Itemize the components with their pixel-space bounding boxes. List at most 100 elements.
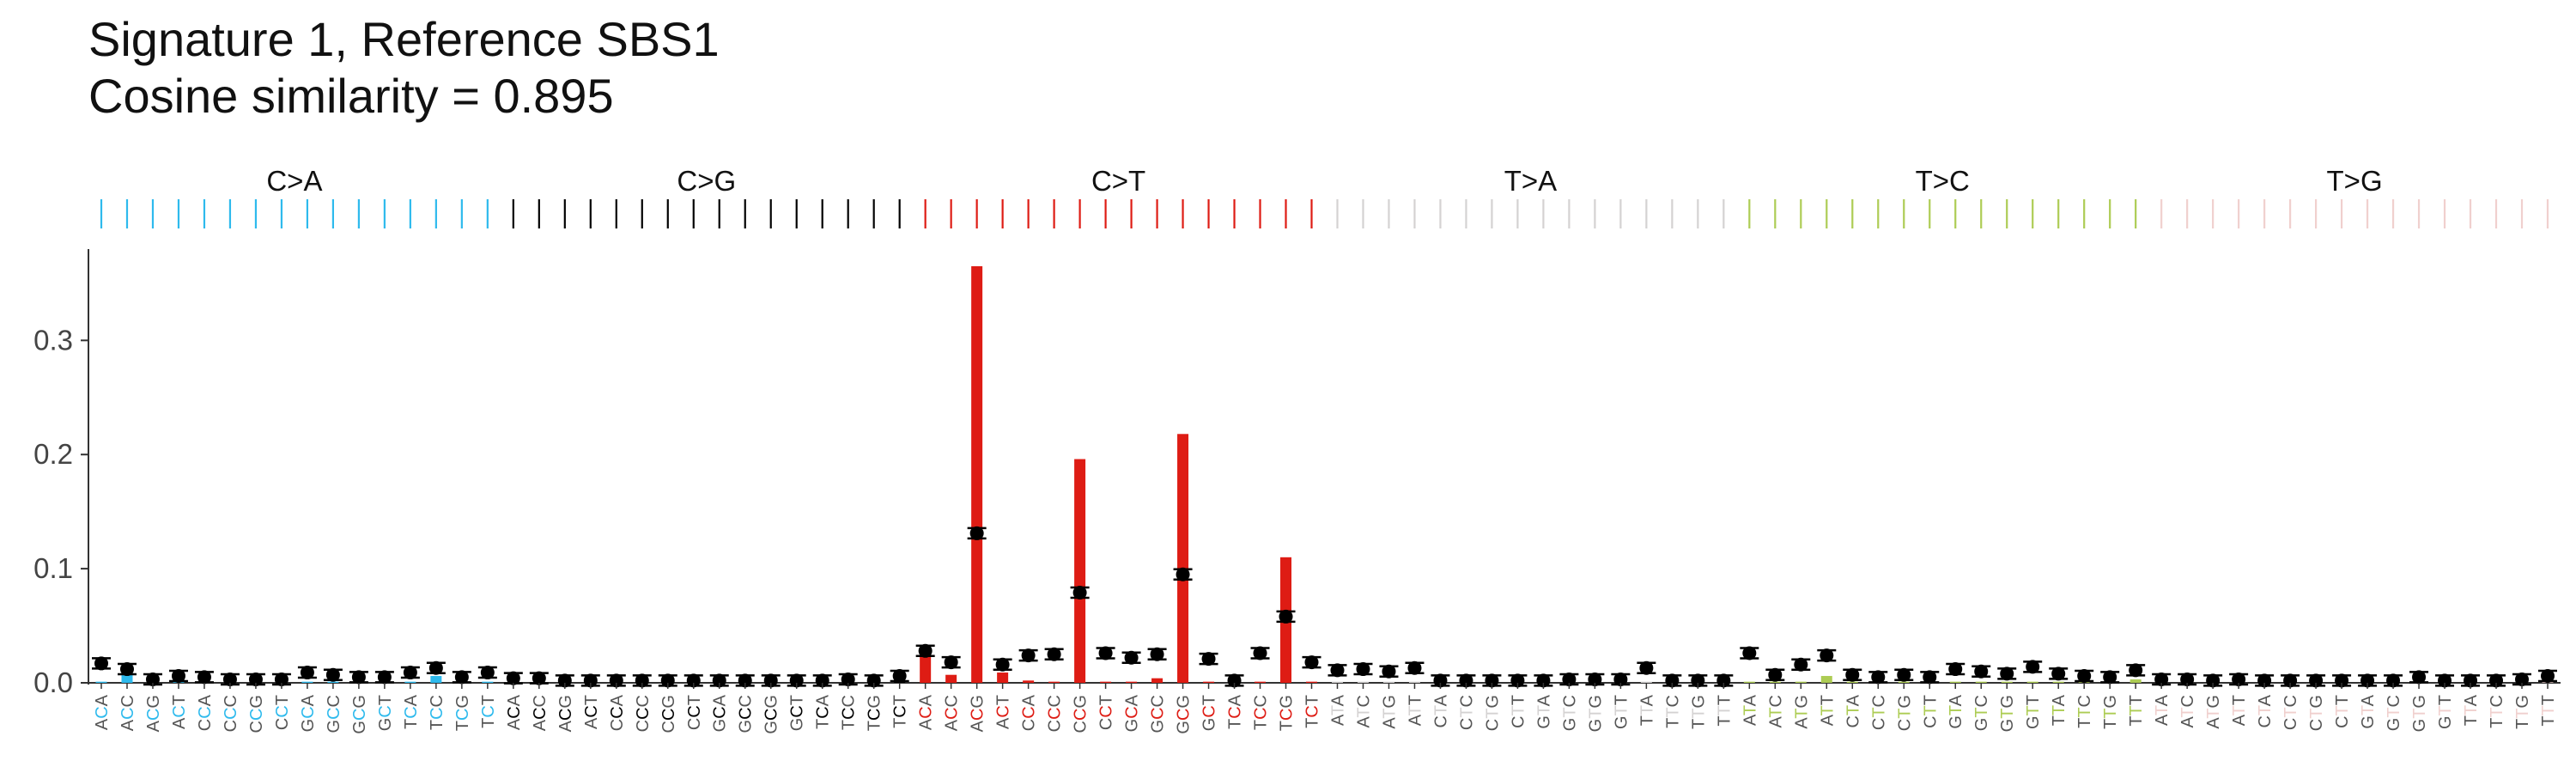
signature-point [815, 673, 829, 688]
x-tick-label: CTC [1457, 695, 1476, 730]
x-tick-label: CTC [1869, 695, 1888, 730]
signature-point [1459, 673, 1473, 688]
signature-point [1072, 586, 1087, 600]
reference-bar [920, 654, 932, 683]
signature-point [1691, 673, 1705, 688]
x-tick-label: TCT [891, 695, 910, 728]
signature-point [738, 673, 752, 688]
x-tick-label: GTG [1998, 695, 2017, 732]
x-tick-label: ATC [1766, 695, 1785, 728]
signature-point [351, 670, 366, 685]
x-tick-label: CCA [608, 694, 627, 731]
signature-point [1227, 673, 1242, 688]
signature-point [2129, 663, 2143, 678]
x-tick-label: ACA [505, 694, 524, 730]
signature-point [1923, 670, 1937, 685]
y-tick-label: 0.0 [33, 666, 73, 698]
signature-point [1820, 648, 1834, 663]
signature-point [1948, 662, 1963, 677]
x-tick-label: ATG [1792, 695, 1811, 729]
reference-bar [327, 681, 339, 683]
x-tick-label: GTC [2385, 695, 2403, 731]
x-tick-label: GTG [1586, 695, 1605, 732]
signature-point [145, 673, 160, 687]
signature-point [1253, 646, 1267, 660]
x-tick-label: GTG [2410, 695, 2429, 732]
x-tick-label: TCG [1278, 695, 1297, 731]
x-tick-label: CCT [1097, 695, 1116, 730]
y-tick-label: 0.3 [33, 324, 73, 356]
signature-point [1356, 662, 1370, 677]
y-tick-label: 0.2 [33, 438, 73, 470]
x-tick-label: CTG [1483, 695, 1502, 731]
signature-point [841, 673, 855, 687]
x-tick-label: CTA [1844, 694, 1862, 727]
reference-bar [1743, 681, 1755, 683]
x-tick-label: ACT [170, 695, 189, 729]
signature-point [2412, 670, 2427, 685]
x-tick-label: GTC [1560, 695, 1579, 731]
reference-bar [1306, 681, 1318, 683]
x-tick-label: ACT [994, 695, 1013, 729]
reference-bar [2001, 681, 2013, 683]
reference-bar [1048, 681, 1060, 683]
x-tick-label: CTC [2281, 695, 2300, 730]
signature-point [1794, 657, 1808, 672]
mutation-type-label: C>G [677, 165, 736, 197]
x-tick-label: GCA [1123, 694, 1142, 732]
reference-bar [1074, 459, 1086, 683]
reference-bar [1846, 681, 1858, 683]
x-tick-label: CTA [2256, 694, 2275, 727]
mutation-type-label: T>G [2327, 165, 2383, 197]
x-tick-label: ATA [1328, 694, 1347, 726]
signature-point [2154, 673, 2169, 687]
signature-point [197, 670, 211, 685]
x-tick-label: ATT [1406, 695, 1425, 726]
signature-point [1150, 647, 1164, 661]
reference-bar [1769, 681, 1781, 683]
x-tick-label: TTA [1637, 694, 1656, 726]
reference-bar [1795, 681, 1807, 683]
reference-bar [997, 673, 1009, 683]
signature-point [1716, 673, 1731, 688]
signature-point [506, 671, 520, 685]
signature-point [1485, 673, 1499, 688]
reference-bar [301, 681, 313, 683]
x-tick-label: GTA [2359, 694, 2378, 728]
signature-point [1665, 673, 1680, 688]
signature-point [274, 673, 289, 687]
x-tick-label: TTA [2050, 694, 2069, 726]
chart-title-line-2: Cosine similarity = 0.895 [88, 69, 614, 123]
x-tick-label: ACG [556, 695, 575, 732]
x-tick-label: CCC [222, 695, 240, 732]
x-tick-label: TCT [1303, 695, 1322, 728]
x-tick-label: TTT [1715, 695, 1734, 727]
x-tick-label: TCA [1226, 694, 1245, 729]
reference-bar [1255, 681, 1267, 683]
x-tick-label: GCG [1175, 695, 1194, 734]
reference-bar [1949, 681, 1961, 683]
signature-point [1407, 660, 1422, 675]
signature-point [1330, 663, 1345, 678]
reference-bar [2026, 681, 2038, 683]
signature-point [2103, 670, 2117, 685]
reference-bar [1975, 681, 1987, 683]
signature-point [557, 673, 572, 688]
reference-bar [1898, 681, 1910, 683]
x-tick-label: TCA [402, 694, 421, 729]
reference-bar [1203, 681, 1215, 683]
reference-bar [404, 681, 416, 683]
signature-point [995, 657, 1010, 672]
signature-point [1098, 646, 1113, 660]
reference-bar [1100, 681, 1112, 683]
x-tick-label: TCC [428, 695, 447, 730]
mutation-type-label: T>C [1916, 165, 1970, 197]
x-tick-label: ACC [531, 695, 550, 731]
signature-point [944, 655, 958, 670]
reference-bar [1177, 434, 1189, 683]
x-tick-label: TCG [866, 695, 884, 731]
x-tick-label: GCA [299, 694, 318, 732]
x-tick-label: GCA [711, 694, 730, 732]
x-tick-label: CCC [634, 695, 653, 732]
reference-bar [945, 674, 957, 683]
